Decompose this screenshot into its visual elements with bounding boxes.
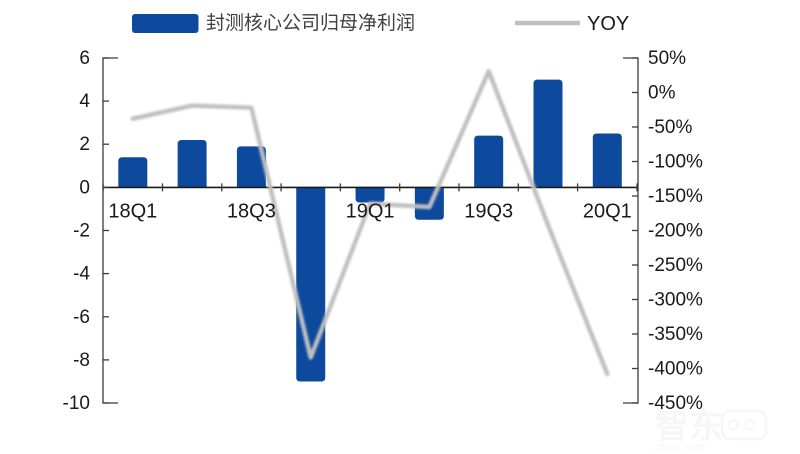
svg-text:-350%: -350% bbox=[648, 324, 703, 345]
svg-text:50%: 50% bbox=[648, 48, 686, 69]
svg-text:-6: -6 bbox=[73, 307, 90, 328]
svg-text:0%: 0% bbox=[648, 83, 676, 104]
svg-text:-300%: -300% bbox=[648, 290, 703, 311]
svg-text:-50%: -50% bbox=[648, 117, 692, 138]
svg-text:-250%: -250% bbox=[648, 255, 703, 276]
svg-text:19Q3: 19Q3 bbox=[464, 200, 513, 222]
svg-text:-10: -10 bbox=[63, 393, 90, 414]
svg-text:2: 2 bbox=[79, 134, 90, 155]
svg-text:YOY: YOY bbox=[587, 13, 629, 35]
svg-text:智东: 智东 bbox=[655, 407, 723, 446]
svg-text:20Q1: 20Q1 bbox=[583, 200, 632, 222]
svg-text:zhidx.com: zhidx.com bbox=[654, 442, 705, 454]
svg-text:-200%: -200% bbox=[648, 221, 703, 242]
svg-text:6: 6 bbox=[79, 48, 90, 69]
svg-text:封测核心公司归母净利润: 封测核心公司归母净利润 bbox=[206, 12, 415, 34]
svg-text:-4: -4 bbox=[73, 264, 90, 285]
svg-text:-2: -2 bbox=[73, 221, 90, 242]
svg-text:18Q3: 18Q3 bbox=[227, 200, 276, 222]
svg-text:18Q1: 18Q1 bbox=[108, 200, 157, 222]
svg-text:4: 4 bbox=[79, 91, 90, 112]
svg-text:19Q1: 19Q1 bbox=[346, 200, 395, 222]
svg-text:-400%: -400% bbox=[648, 359, 703, 380]
svg-text:-150%: -150% bbox=[648, 186, 703, 207]
svg-text:-100%: -100% bbox=[648, 152, 703, 173]
svg-text:-8: -8 bbox=[73, 350, 90, 371]
svg-text:0: 0 bbox=[79, 177, 90, 198]
